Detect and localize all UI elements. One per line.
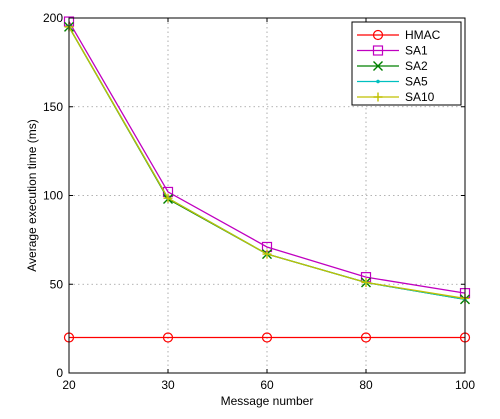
y-axis-label: Average execution time (ms) — [25, 119, 39, 272]
x-tick-label: 60 — [260, 378, 274, 392]
x-tick-label: 30 — [161, 378, 175, 392]
data-point-hmac — [261, 332, 273, 343]
series-line-sa1 — [68, 21, 466, 294]
data-point-sa10 — [163, 193, 173, 203]
x-axis-label: Message number — [221, 394, 314, 408]
legend-marker-hmac — [372, 29, 384, 41]
tick-layer: 20 30 60 80 100 0 50 100 150 200 — [43, 11, 475, 392]
y-tick-label: 50 — [50, 277, 64, 291]
data-point-hmac — [162, 332, 174, 343]
y-tick-label: 100 — [43, 189, 63, 203]
legend-marker-sa1 — [372, 45, 384, 56]
data-point-sa10 — [262, 249, 272, 259]
legend-marker-sa10 — [373, 92, 383, 102]
legend-label-sa2: SA2 — [405, 59, 428, 73]
x-tick-label: 80 — [359, 378, 373, 392]
x-tick-label: 20 — [62, 378, 76, 392]
data-point-sa10 — [361, 277, 371, 287]
data-point-hmac — [360, 332, 372, 343]
x-tick-label: 100 — [455, 378, 475, 392]
y-tick-label: 150 — [43, 100, 63, 114]
y-tick-label: 200 — [43, 11, 63, 25]
legend-label-sa10: SA10 — [405, 90, 435, 104]
y-tick-label: 0 — [56, 366, 63, 380]
legend-marker-sa5 — [376, 79, 380, 84]
legend-label-sa5: SA5 — [405, 75, 428, 89]
legend-marker-sa2 — [373, 61, 383, 71]
legend-box — [351, 21, 462, 106]
legend-label-sa1: SA1 — [405, 44, 428, 58]
legend-label-hmac: HMAC — [405, 28, 441, 42]
